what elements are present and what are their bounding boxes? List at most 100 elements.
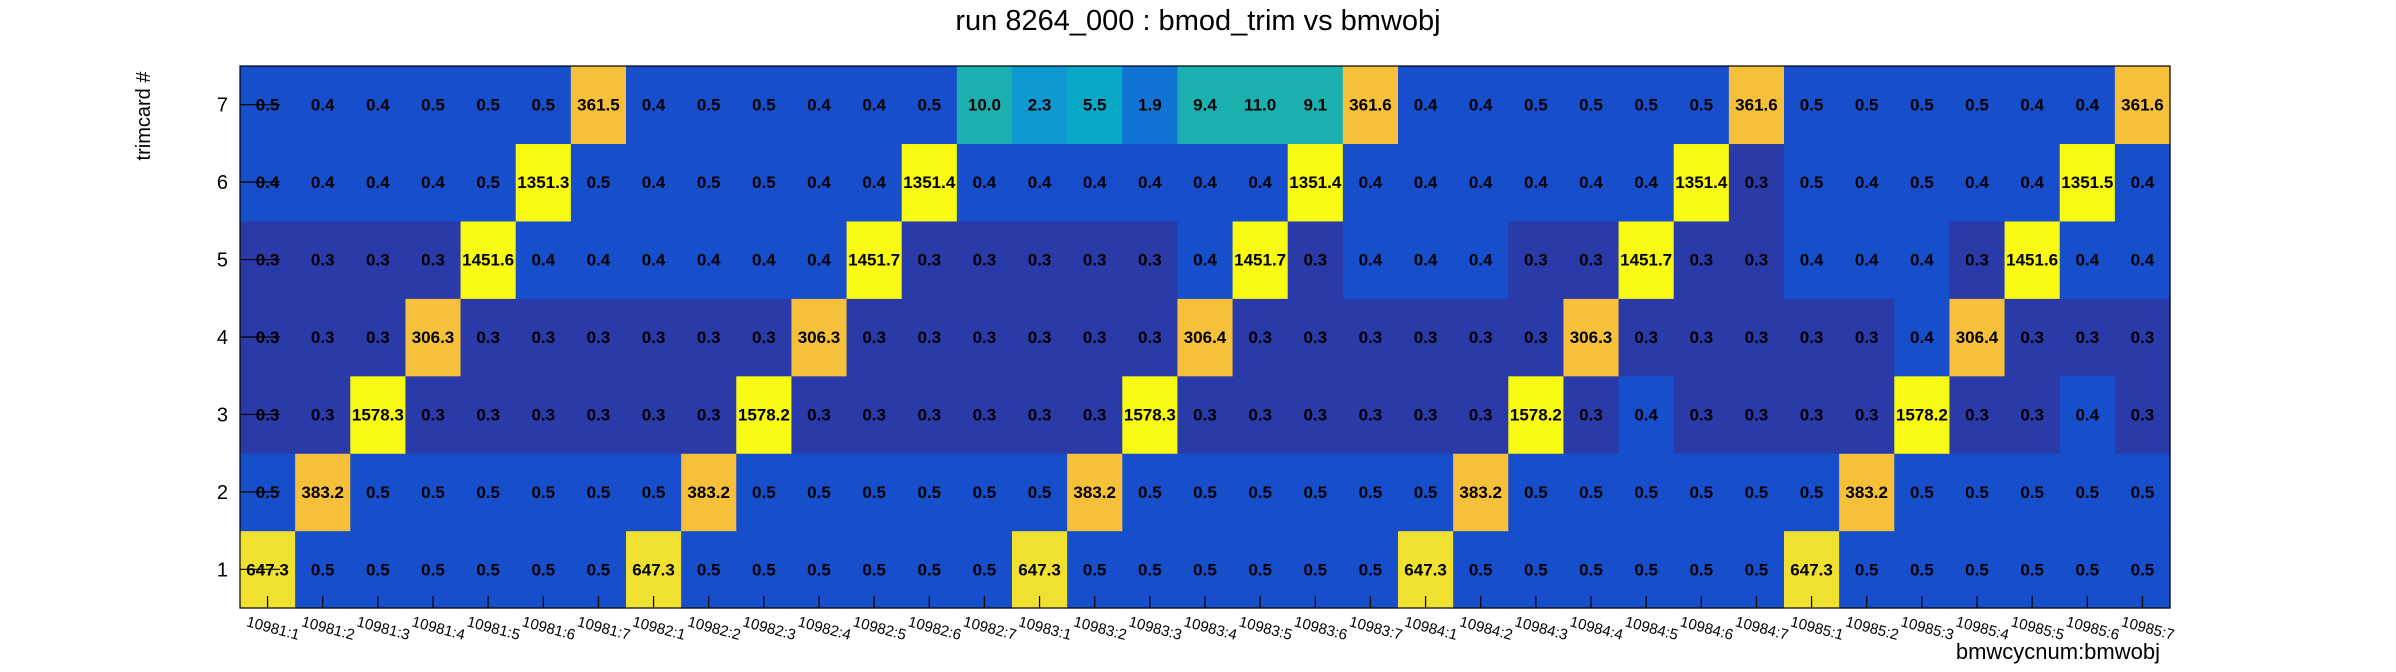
heatmap-cell (1342, 375, 1399, 454)
heatmap-cell (1784, 530, 1840, 609)
cell-value-label: 0.3 (366, 328, 390, 347)
cell-value-label: 0.3 (1965, 251, 1989, 270)
cell-value-label: 0.3 (1634, 328, 1658, 347)
cell-value-label: 0.3 (752, 328, 776, 347)
cell-value-label: 0.5 (1579, 96, 1603, 115)
heatmap-cell (1287, 530, 1344, 609)
heatmap-cell (1728, 530, 1785, 609)
heatmap-cell (570, 143, 627, 222)
heatmap-cell (1342, 66, 1399, 145)
heatmap-cell (1894, 220, 1951, 299)
heatmap-cell (1784, 375, 1840, 454)
cell-value-label: 0.4 (1800, 251, 1824, 270)
cell-value-label: 0.4 (697, 251, 721, 270)
cell-value-label: 0.5 (1910, 96, 1934, 115)
heatmap-cell (1784, 66, 1840, 145)
heatmap-cell (1122, 143, 1179, 222)
heatmap-cell (2114, 220, 2171, 299)
heatmap-cell (1287, 375, 1344, 454)
cell-value-label: 9.4 (1193, 96, 1217, 115)
heatmap-cell (1398, 143, 1454, 222)
heatmap-cell (901, 530, 958, 609)
heatmap-cell (1949, 375, 2006, 454)
cell-value-label: 0.5 (1800, 173, 1824, 192)
heatmap-cell (1563, 143, 1620, 222)
cell-value-label: 383.2 (687, 483, 730, 502)
cell-value-label: 0.3 (1359, 405, 1383, 424)
cell-value-label: 0.4 (1634, 405, 1658, 424)
heatmap-cell (1453, 298, 1509, 377)
x-tick-label: 10983:1 (1017, 613, 1074, 643)
heatmap-cell (1398, 298, 1454, 377)
cell-value-label: 0.4 (531, 251, 555, 270)
cell-value-label: 0.5 (1800, 96, 1824, 115)
cell-value-label: 1351.4 (1675, 173, 1728, 192)
cell-value-label: 1451.6 (462, 251, 514, 270)
heatmap-cell (1728, 143, 1785, 222)
heatmap-cell (295, 220, 351, 299)
cell-value-label: 0.4 (1248, 173, 1272, 192)
heatmap-cell (791, 143, 848, 222)
heatmap-cell (1342, 143, 1399, 222)
cell-value-label: 0.4 (366, 96, 390, 115)
y-tick-label: 5 (217, 250, 228, 272)
y-tick-label: 2 (217, 482, 228, 504)
heatmap-cell (1673, 375, 1730, 454)
cell-value-label: 0.5 (973, 560, 997, 579)
cell-value-label: 0.5 (807, 483, 831, 502)
cell-value-label: 361.5 (577, 96, 620, 115)
heatmap-cell (1287, 66, 1344, 145)
heatmap-cell (1949, 453, 2006, 532)
heatmap-cell (1784, 298, 1840, 377)
cell-value-label: 0.5 (1248, 560, 1272, 579)
cell-value-label: 0.3 (1248, 328, 1272, 347)
cell-value-label: 0.5 (1745, 560, 1769, 579)
heatmap-cell (1122, 375, 1179, 454)
heatmap-cell (1453, 453, 1509, 532)
cell-value-label: 1578.2 (738, 405, 790, 424)
cell-value-label: 0.3 (973, 328, 997, 347)
heatmap-cell (1839, 453, 1895, 532)
cell-value-label: 0.3 (1524, 328, 1548, 347)
cell-value-label: 0.3 (1800, 405, 1824, 424)
cell-value-label: 0.3 (1303, 328, 1327, 347)
heatmap-cell (846, 220, 903, 299)
cell-value-label: 0.3 (1689, 405, 1713, 424)
cell-value-label: 0.5 (1359, 560, 1383, 579)
cell-value-label: 0.5 (1414, 483, 1438, 502)
cell-value-label: 0.5 (587, 173, 611, 192)
x-tick-label: 10982:6 (906, 613, 963, 643)
heatmap-cell (1508, 143, 1565, 222)
cell-value-label: 0.5 (1524, 96, 1548, 115)
heatmap-cell (1673, 143, 1730, 222)
cell-value-label: 0.5 (1745, 483, 1769, 502)
cell-value-label: 0.5 (1855, 560, 1879, 579)
heatmap-cell (1894, 66, 1951, 145)
heatmap-cell (846, 375, 903, 454)
cell-value-label: 0.3 (1855, 405, 1879, 424)
x-tick-label: 10984:4 (1568, 613, 1625, 643)
cell-value-label: 0.5 (2020, 560, 2044, 579)
cell-value-label: 0.5 (1083, 560, 1107, 579)
heatmap-cell (1563, 220, 1620, 299)
y-tick-label: 6 (217, 172, 228, 194)
cell-value-label: 0.5 (752, 560, 776, 579)
cell-value-label: 0.3 (1414, 328, 1438, 347)
heatmap-cell (1618, 375, 1675, 454)
heatmap-cell (2114, 453, 2171, 532)
heatmap-cell (1012, 66, 1068, 145)
cell-value-label: 306.3 (798, 328, 841, 347)
cell-value-label: 0.5 (476, 173, 500, 192)
heatmap-cell (626, 220, 682, 299)
heatmap-cell (1177, 530, 1234, 609)
heatmap-cell (350, 298, 407, 377)
heatmap-cell (295, 298, 351, 377)
heatmap-cell (1508, 220, 1565, 299)
x-tick-label: 10983:3 (1127, 613, 1184, 643)
cell-value-label: 0.4 (2075, 96, 2099, 115)
heatmap-cell (2004, 375, 2061, 454)
cell-value-label: 0.4 (1579, 173, 1603, 192)
cell-value-label: 0.5 (1579, 560, 1603, 579)
cell-value-label: 0.5 (917, 560, 941, 579)
x-tick-label: 10982:7 (961, 613, 1018, 643)
